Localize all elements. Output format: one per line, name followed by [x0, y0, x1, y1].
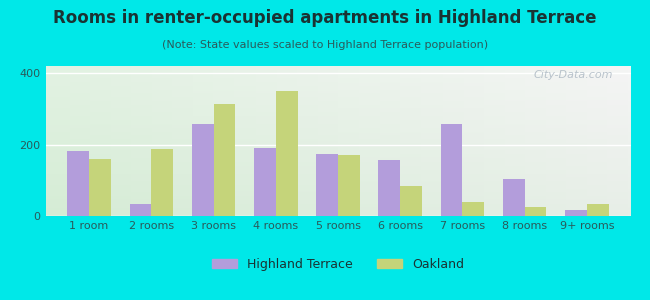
Text: Rooms in renter-occupied apartments in Highland Terrace: Rooms in renter-occupied apartments in H…: [53, 9, 597, 27]
Bar: [316, 154, 338, 216]
Bar: [503, 179, 525, 216]
Bar: [441, 124, 462, 216]
Bar: [565, 210, 587, 216]
Bar: [587, 204, 608, 216]
Bar: [151, 149, 173, 216]
Bar: [525, 207, 547, 216]
Bar: [89, 159, 111, 216]
Bar: [338, 155, 360, 216]
Bar: [192, 124, 214, 216]
Bar: [129, 203, 151, 216]
Legend: Highland Terrace, Oakland: Highland Terrace, Oakland: [207, 253, 469, 276]
Text: (Note: State values scaled to Highland Terrace population): (Note: State values scaled to Highland T…: [162, 40, 488, 50]
Bar: [254, 148, 276, 216]
Bar: [276, 91, 298, 216]
Bar: [378, 160, 400, 216]
Bar: [462, 202, 484, 216]
Text: City-Data.com: City-Data.com: [534, 70, 613, 80]
Bar: [214, 103, 235, 216]
Bar: [68, 151, 89, 216]
Bar: [400, 186, 422, 216]
